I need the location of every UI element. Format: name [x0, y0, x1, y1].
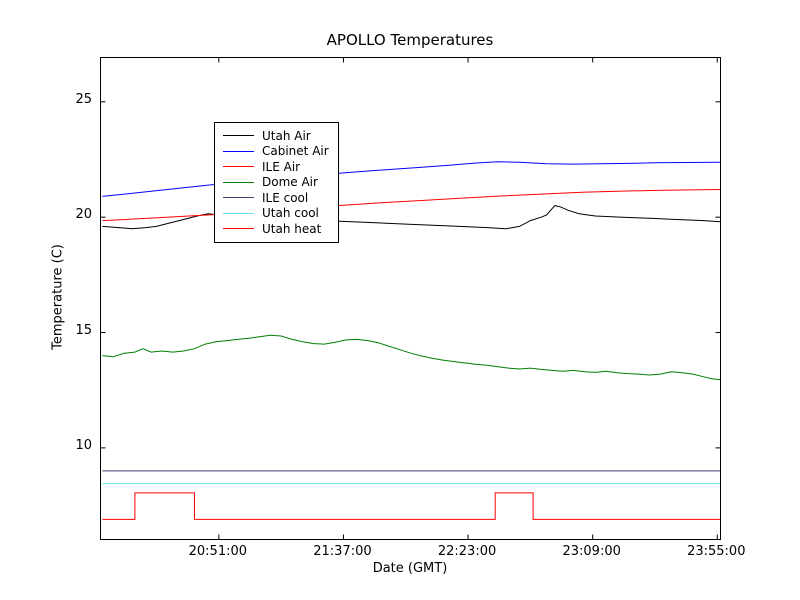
x-tick-label: 23:55:00 [687, 544, 746, 559]
legend-label: Utah heat [262, 221, 322, 236]
y-tick-label: 15 [75, 322, 92, 338]
chart-title: APOLLO Temperatures [326, 31, 494, 49]
series-line-utah-air [102, 205, 720, 230]
legend-label: Utah Air [262, 128, 311, 143]
x-tick-label: 20:51:00 [188, 544, 248, 559]
legend-line-sample [223, 212, 254, 214]
legend-item-ile-air: ILE Air [223, 159, 329, 175]
series-line-dome-air [102, 334, 720, 381]
legend-label: ILE cool [262, 190, 309, 205]
series-line-ile-air [102, 189, 720, 222]
y-tick-label: 20 [75, 207, 92, 223]
legend-line-sample [223, 166, 254, 168]
y-tick-label: 10 [75, 437, 92, 453]
plot-canvas [101, 58, 720, 539]
legend-label: ILE Air [262, 159, 301, 174]
legend-item-utah-heat: Utah heat [223, 221, 329, 237]
x-tick-label: 23:09:00 [562, 544, 621, 559]
legend-label: Cabinet Air [262, 144, 329, 159]
legend-line-sample [223, 135, 254, 137]
x-tick-label: 22:23:00 [437, 544, 497, 559]
series-line-utah-heat [102, 492, 720, 520]
legend-item-utah-air: Utah Air [223, 128, 329, 144]
legend-line-sample [223, 150, 254, 152]
legend-item-ile-cool: ILE cool [223, 190, 329, 206]
legend-line-sample [223, 197, 254, 199]
legend-label: Utah cool [262, 206, 319, 221]
legend-line-sample [223, 181, 254, 183]
legend-item-dome-air: Dome Air [223, 175, 329, 191]
x-axis-label: Date (GMT) [372, 561, 448, 576]
legend-item-cabinet-air: Cabinet Air [223, 144, 329, 160]
legend-line-sample [223, 228, 254, 230]
legend-label: Dome Air [262, 175, 318, 190]
plot-area: Utah Air Cabinet Air ILE Air Dome Air ILE co… [100, 57, 721, 540]
legend: Utah Air Cabinet Air ILE Air Dome Air ILE co… [214, 122, 339, 243]
y-tick-label: 25 [75, 91, 92, 107]
x-tick-label: 21:37:00 [313, 544, 372, 559]
legend-item-utah-cool: Utah cool [223, 206, 329, 222]
